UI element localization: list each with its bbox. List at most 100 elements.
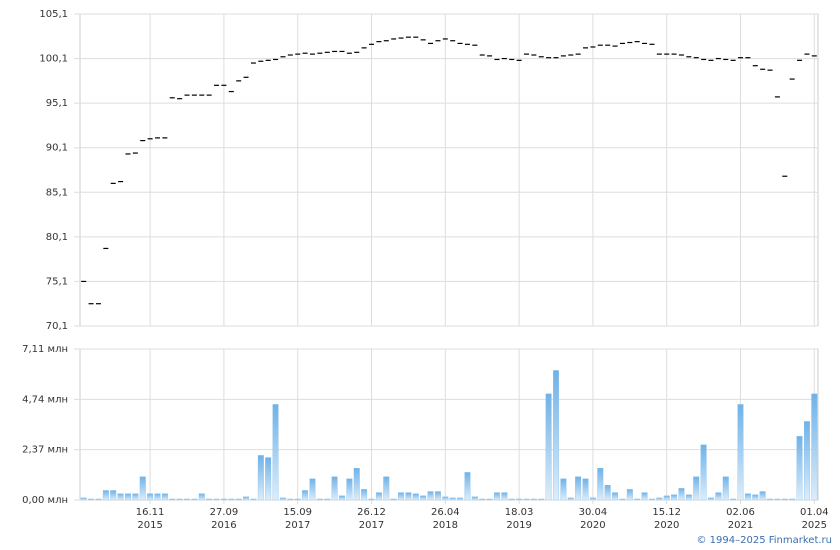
- volume-bar: [582, 478, 589, 501]
- volume-bar: [722, 476, 729, 501]
- y-tick-label: 85,1: [46, 187, 68, 198]
- volume-bar: [434, 491, 441, 501]
- volume-bar: [759, 491, 766, 501]
- volume-bar: [117, 493, 124, 501]
- x-tick-label: 26.12 2017: [357, 507, 386, 531]
- volume-bar: [730, 498, 737, 501]
- x-tick-label: 15.09 2017: [283, 507, 313, 531]
- volume-bar: [176, 498, 183, 501]
- volume-bar: [80, 497, 87, 501]
- volume-bar: [530, 498, 537, 501]
- volume-bar: [442, 496, 449, 501]
- volume-bar: [235, 498, 242, 501]
- y-tick-label: 70,1: [46, 321, 68, 332]
- volume-bar: [161, 493, 168, 501]
- volume-bar: [641, 492, 648, 501]
- volume-bar: [265, 457, 272, 501]
- volume-bar: [95, 498, 102, 501]
- volume-bar: [316, 498, 323, 501]
- volume-bar: [626, 489, 633, 501]
- volume-bar: [110, 490, 117, 501]
- volume-bar: [102, 490, 109, 501]
- volume-bar: [420, 495, 427, 501]
- volume-bar: [656, 497, 663, 501]
- volume-bar: [154, 493, 161, 501]
- x-tick-label: 02.06 2021: [726, 507, 755, 531]
- volume-bar: [663, 495, 670, 501]
- volume-bar: [678, 488, 685, 501]
- volume-bar: [516, 498, 523, 501]
- volume-bar: [250, 498, 257, 501]
- volume-bar: [553, 370, 559, 501]
- volume-bar: [294, 498, 301, 501]
- volume-bar: [368, 498, 375, 501]
- volume-bar: [191, 498, 198, 501]
- y-tick-label: 90,1: [46, 143, 68, 154]
- volume-bar: [538, 498, 545, 501]
- x-tick-label: 26.04 2018: [430, 507, 460, 531]
- volume-bar: [279, 497, 286, 501]
- volume-bar: [612, 492, 619, 501]
- volume-bar: [243, 496, 250, 501]
- volume-bar: [575, 476, 582, 501]
- volume-bar: [774, 498, 781, 501]
- volume-bar: [213, 498, 220, 501]
- y-tick-label: 75,1: [46, 276, 68, 287]
- volume-bar: [390, 498, 397, 501]
- plot-frame: [79, 348, 819, 501]
- volume-bar: [88, 498, 95, 501]
- volume-bar: [508, 498, 515, 501]
- volume-bar: [309, 478, 316, 501]
- y-tick-label: 7,11 млн: [22, 344, 68, 355]
- y-tick-label: 2,37 млн: [22, 445, 68, 456]
- volume-bar: [412, 493, 419, 501]
- volume-bar: [457, 497, 464, 501]
- volume-bar: [781, 498, 788, 501]
- volume-bar: [501, 492, 508, 501]
- copyright: © 1994–2025 Finmarket.ru: [696, 535, 832, 546]
- volume-bar: [471, 496, 478, 501]
- volume-bar: [346, 478, 353, 501]
- volume-bar: [228, 498, 235, 501]
- volume-bar: [811, 393, 818, 501]
- volume-bar: [567, 497, 574, 501]
- volume-bar: [405, 492, 412, 501]
- volume-bar: [427, 491, 434, 501]
- x-tick-label: 30.04 2020: [578, 507, 608, 531]
- volume-bar: [206, 498, 213, 501]
- x-tick-label: 15.12 2020: [652, 507, 682, 531]
- volume-bar: [604, 484, 611, 501]
- y-tick-label: 80,1: [46, 232, 68, 243]
- x-tick-label: 18.03 2019: [504, 507, 534, 531]
- volume-bar: [324, 498, 331, 501]
- y-tick-label: 105,1: [39, 9, 68, 20]
- volume-bar: [139, 476, 146, 501]
- volume-bar: [700, 444, 707, 501]
- volume-bar: [789, 498, 796, 501]
- volume-bar: [132, 493, 139, 501]
- volume-bar: [685, 494, 692, 501]
- x-tick-label: 27.09 2016: [209, 507, 239, 531]
- volume-bar: [184, 498, 190, 501]
- volume-bar: [671, 494, 678, 501]
- volume-bar: [169, 498, 176, 501]
- volume-bar: [693, 476, 700, 501]
- y-tick-label: 4,74 млн: [22, 394, 68, 405]
- volume-bar: [708, 497, 714, 501]
- volume-bar: [589, 497, 596, 501]
- volume-bar: [560, 478, 567, 501]
- volume-bar: [715, 492, 722, 501]
- volume-bar: [147, 493, 154, 501]
- volume-bar: [494, 492, 500, 501]
- volume-bar: [361, 489, 368, 501]
- x-tick-label: 01.04 2025: [799, 507, 829, 531]
- y-tick-label: 95,1: [46, 98, 68, 109]
- volume-bar: [767, 498, 773, 501]
- volume-bar: [331, 476, 338, 501]
- volume-bar: [619, 498, 626, 501]
- volume-bar: [597, 467, 604, 501]
- volume-bar: [744, 493, 751, 501]
- volume-bar: [198, 493, 205, 501]
- volume-bar: [545, 393, 552, 501]
